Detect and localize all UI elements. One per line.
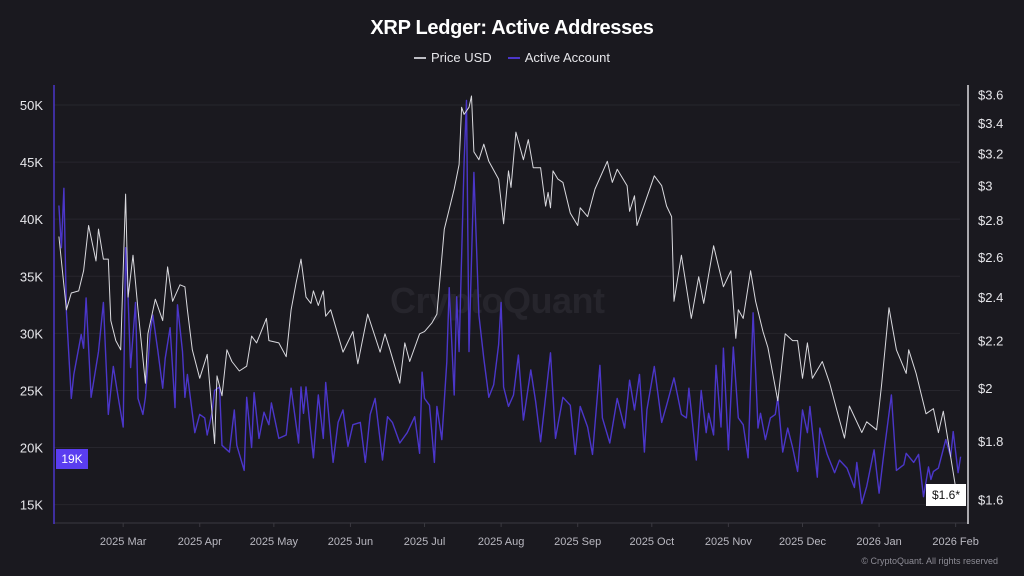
x-tick-label: 2025 Mar [100, 536, 147, 548]
legend: Price USD Active Account [0, 50, 1024, 65]
chart-title: XRP Ledger: Active Addresses [370, 17, 654, 39]
y-right-tick-label: $2.8 [978, 213, 1003, 228]
y-left-tick-label: 20K [20, 441, 43, 456]
y-left-tick-label: 25K [20, 383, 43, 398]
x-tick-label: 2026 Jan [856, 536, 901, 548]
y-right-tick-label: $2.6 [978, 250, 1003, 265]
copyright-footer: © CryptoQuant. All rights reserved [861, 556, 998, 566]
legend-item-price[interactable]: Price USD [414, 50, 492, 65]
legend-swatch-price [414, 56, 427, 59]
y-left-tick-label: 15K [20, 498, 43, 513]
y-right-tick-label: $1.8 [978, 434, 1003, 449]
y-left-tick-label: 40K [20, 212, 43, 227]
current-price-label: $1.6* [926, 484, 966, 506]
y-right-tick-label: $3.2 [978, 146, 1003, 161]
x-tick-label: 2025 Aug [478, 536, 525, 548]
y-right-tick-label: $3.6 [978, 88, 1003, 103]
y-right-tick-label: $2 [978, 381, 992, 396]
y-right-tick-label: $3.4 [978, 116, 1003, 131]
legend-swatch-active [507, 56, 520, 59]
x-tick-label: 2025 Sep [554, 536, 601, 548]
current-active-label: 19K [56, 449, 88, 469]
y-left-tick-label: 35K [20, 269, 43, 284]
watermark: CryptoQuant [390, 280, 605, 321]
x-tick-label: 2025 Nov [705, 536, 753, 548]
y-right-tick-label: $3 [978, 179, 992, 194]
y-right-tick-label: $2.4 [978, 290, 1003, 305]
legend-item-active[interactable]: Active Account [507, 50, 610, 65]
y-left-tick-label: 30K [20, 326, 43, 341]
x-tick-label: 2025 Jul [404, 536, 446, 548]
x-tick-label: 2026 Feb [932, 536, 978, 548]
y-right-tick-label: $1.6 [978, 493, 1003, 508]
x-tick-label: 2025 May [250, 536, 299, 548]
legend-label-price: Price USD [431, 50, 492, 65]
y-right-tick-label: $2.2 [978, 334, 1003, 349]
y-left-tick-label: 45K [20, 155, 43, 170]
x-tick-label: 2025 Oct [629, 536, 674, 548]
x-tick-label: 2025 Apr [178, 536, 222, 548]
y-left-tick-label: 50K [20, 98, 43, 113]
price-usd-line [58, 95, 962, 504]
legend-label-active: Active Account [524, 50, 610, 65]
x-tick-label: 2025 Jun [328, 536, 373, 548]
x-tick-label: 2025 Dec [779, 536, 827, 548]
active-account-line [58, 99, 962, 505]
